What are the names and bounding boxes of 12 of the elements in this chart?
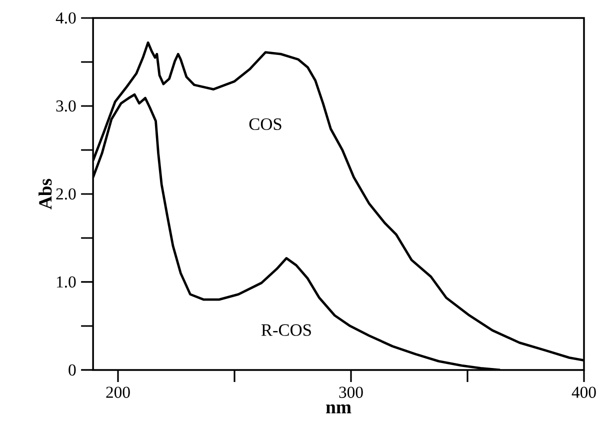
y-tick-label: 0 — [68, 364, 76, 376]
series-label: R-COS — [261, 324, 311, 336]
y-axis-title: Abs — [38, 178, 52, 210]
x-tick-label: 400 — [572, 386, 596, 398]
x-tick-label: 200 — [106, 386, 130, 398]
x-tick-label: 300 — [339, 386, 363, 398]
y-tick-label: 3.0 — [56, 100, 76, 112]
text: COS — [249, 118, 282, 130]
y-tick-label: 2.0 — [56, 188, 76, 200]
y-tick-label: 1.0 — [56, 276, 76, 288]
y-tick-label: 4.0 — [56, 12, 76, 24]
x-axis-title: nm — [326, 404, 352, 414]
